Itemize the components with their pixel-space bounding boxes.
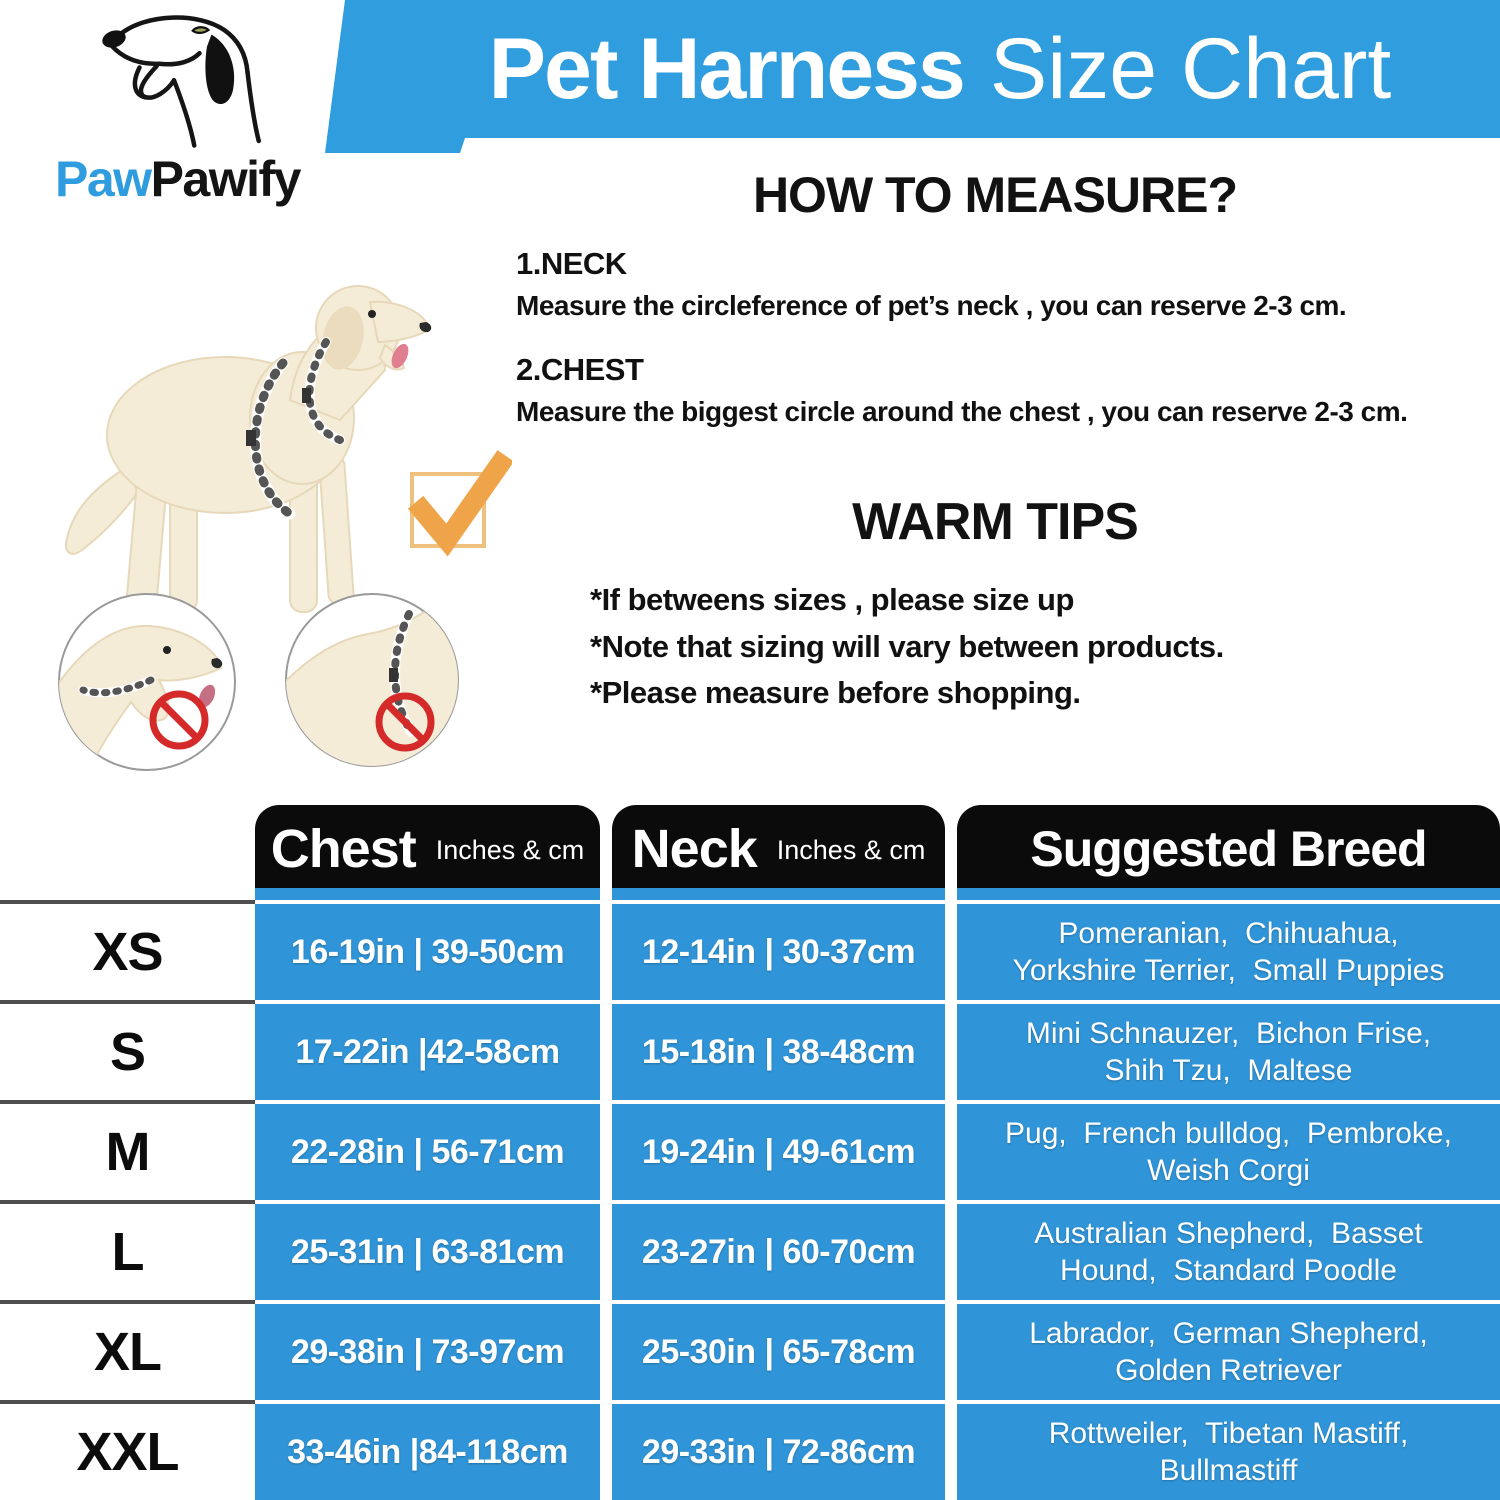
- chest-value: 33-46in |84-118cm: [255, 1404, 600, 1500]
- prohibited-icon: [375, 692, 435, 752]
- size-label: M: [0, 1100, 255, 1200]
- neck-value: 25-30in | 65-78cm: [612, 1304, 945, 1400]
- size-label: XXL: [0, 1400, 255, 1500]
- warm-tip: *Note that sizing will vary between prod…: [590, 629, 1224, 664]
- inset1-tongue: [198, 684, 216, 708]
- inset1-dog-head: [59, 624, 223, 770]
- warm-tip: *Please measure before shopping.: [590, 675, 1081, 710]
- chest-header-unit: Inches & cm: [435, 835, 585, 865]
- breed-value: Mini Schnauzer, Bichon Frise, Shih Tzu, …: [957, 1004, 1500, 1100]
- table-row: L 25-31in | 63-81cm 23-27in | 60-70cm Au…: [0, 1200, 1500, 1300]
- page-title: Pet Harness Size Chart: [380, 0, 1500, 138]
- dog-tongue: [391, 343, 409, 369]
- breed-value: Pomeranian, Chihuahua, Yorkshire Terrier…: [957, 904, 1500, 1000]
- table-row: M 22-28in | 56-71cm 19-24in | 49-61cm Pu…: [0, 1100, 1500, 1200]
- neck-value: 19-24in | 49-61cm: [612, 1104, 945, 1200]
- dog-muzzle: [368, 300, 430, 344]
- neck-header-label: Neck: [631, 818, 758, 879]
- column-header-neck: Neck Inches & cm: [612, 805, 945, 900]
- how-to-measure-title: HOW TO MEASURE?: [752, 167, 1238, 223]
- chest-value: 22-28in | 56-71cm: [255, 1104, 600, 1200]
- dog-tail: [65, 466, 140, 555]
- neck-value: 23-27in | 60-70cm: [612, 1204, 945, 1300]
- chest-value: 17-22in |42-58cm: [255, 1004, 600, 1100]
- neck-value: 15-18in | 38-48cm: [612, 1004, 945, 1100]
- chest-value: 25-31in | 63-81cm: [255, 1204, 600, 1300]
- size-label: S: [0, 1000, 255, 1100]
- neck-value: 29-33in | 72-86cm: [612, 1404, 945, 1500]
- dog-eye: [368, 310, 376, 318]
- measuring-tape-chest: [246, 357, 296, 520]
- logo-nose: [102, 30, 126, 48]
- neck-header-unit: Inches & cm: [776, 835, 926, 865]
- chest-header-label: Chest: [270, 818, 417, 879]
- warm-tips-title: WARM TIPS: [852, 493, 1139, 551]
- column-header-breed: Suggested Breed: [957, 805, 1500, 900]
- neck-value: 12-14in | 30-37cm: [612, 904, 945, 1000]
- breed-header-label: Suggested Breed: [1030, 820, 1427, 877]
- breed-value: Pug, French bulldog, Pembroke, Weish Cor…: [957, 1104, 1500, 1200]
- prohibited-icon: [149, 690, 209, 750]
- chest-value: 16-19in | 39-50cm: [255, 904, 600, 1000]
- size-table: XS 16-19in | 39-50cm 12-14in | 30-37cm P…: [0, 900, 1500, 1500]
- table-row: S 17-22in |42-58cm 15-18in | 38-48cm Min…: [0, 1000, 1500, 1100]
- column-header-chest: Chest Inches & cm: [255, 805, 600, 900]
- brand-part-blue: Paw: [55, 151, 152, 207]
- dog-nose: [419, 322, 432, 333]
- page-title-light: Size Chart: [989, 20, 1392, 117]
- dog-illustration: [65, 285, 432, 614]
- brand-wordmark: PawPawify: [55, 150, 302, 208]
- check-icon: [407, 450, 512, 557]
- dog-logo-icon: [102, 15, 261, 148]
- breed-value: Australian Shepherd, Basset Hound, Stand…: [957, 1204, 1500, 1300]
- size-label: L: [0, 1200, 255, 1300]
- step-chest-label: 2.CHEST: [516, 352, 644, 387]
- logo-eye: [191, 26, 211, 35]
- brand-part-black: Pawify: [150, 151, 302, 207]
- table-row: XS 16-19in | 39-50cm 12-14in | 30-37cm P…: [0, 900, 1500, 1000]
- step-neck-text: Measure the circleference of pet’s neck …: [516, 290, 1347, 321]
- inset1-tape: [79, 676, 155, 697]
- measuring-tape-neck: [302, 337, 345, 445]
- breed-value: Labrador, German Shepherd, Golden Retrie…: [957, 1304, 1500, 1400]
- title-banner: Pet Harness Size Chart: [325, 0, 1500, 153]
- step-neck-label: 1.NECK: [516, 246, 627, 281]
- warm-tip: *If betweens sizes , please size up: [590, 582, 1074, 617]
- chest-value: 29-38in | 73-97cm: [255, 1304, 600, 1400]
- wrong-chest-measure-inset: [285, 593, 459, 767]
- size-label: XL: [0, 1300, 255, 1400]
- dog-ear: [322, 306, 364, 370]
- table-row: XL 29-38in | 73-97cm 25-30in | 65-78cm L…: [0, 1300, 1500, 1400]
- logo-ear: [205, 34, 235, 105]
- table-row: XXL 33-46in |84-118cm 29-33in | 72-86cm …: [0, 1400, 1500, 1500]
- breed-value: Rottweiler, Tibetan Mastiff, Bullmastiff: [957, 1404, 1500, 1500]
- wrong-neck-measure-inset: [58, 593, 236, 771]
- step-chest-text: Measure the biggest circle around the ch…: [516, 396, 1408, 427]
- page-title-bold: Pet Harness: [488, 20, 966, 117]
- size-label: XS: [0, 900, 255, 1000]
